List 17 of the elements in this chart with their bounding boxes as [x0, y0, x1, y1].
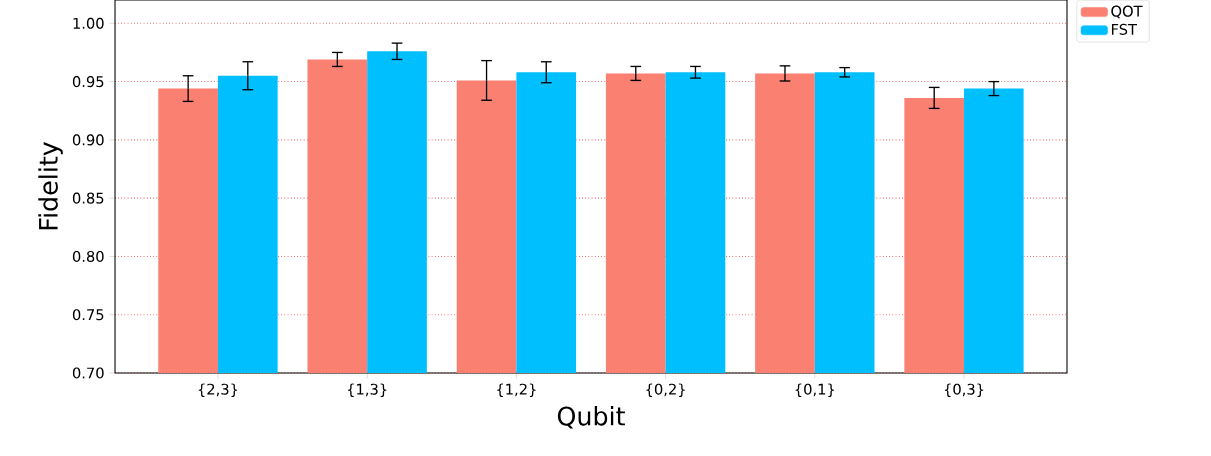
y-axis-title: Fidelity: [38, 142, 63, 230]
y-tick-label: 0.70: [72, 367, 104, 379]
x-axis-title: Qubit: [557, 406, 625, 429]
y-tick-label: 1.00: [73, 17, 104, 29]
x-tick-label: {0,1}: [795, 383, 834, 397]
y-tick-label: 0.75: [72, 309, 104, 321]
x-tick-label: {2,3}: [198, 383, 238, 397]
x-tick-label: {1,3}: [348, 383, 387, 397]
x-tick-label: {0,2}: [646, 383, 685, 397]
x-tick-label: {0,3}: [944, 383, 984, 397]
y-tick-label: 0.90: [72, 134, 104, 146]
y-tick-label: 0.95: [72, 76, 104, 88]
y-tick-label: 0.85: [72, 192, 104, 204]
y-tick-label: 0.80: [72, 250, 104, 262]
x-tick-label: {1,2}: [497, 383, 536, 397]
legend-label: QOT: [1111, 5, 1143, 19]
legend-label: FST: [1111, 23, 1138, 35]
